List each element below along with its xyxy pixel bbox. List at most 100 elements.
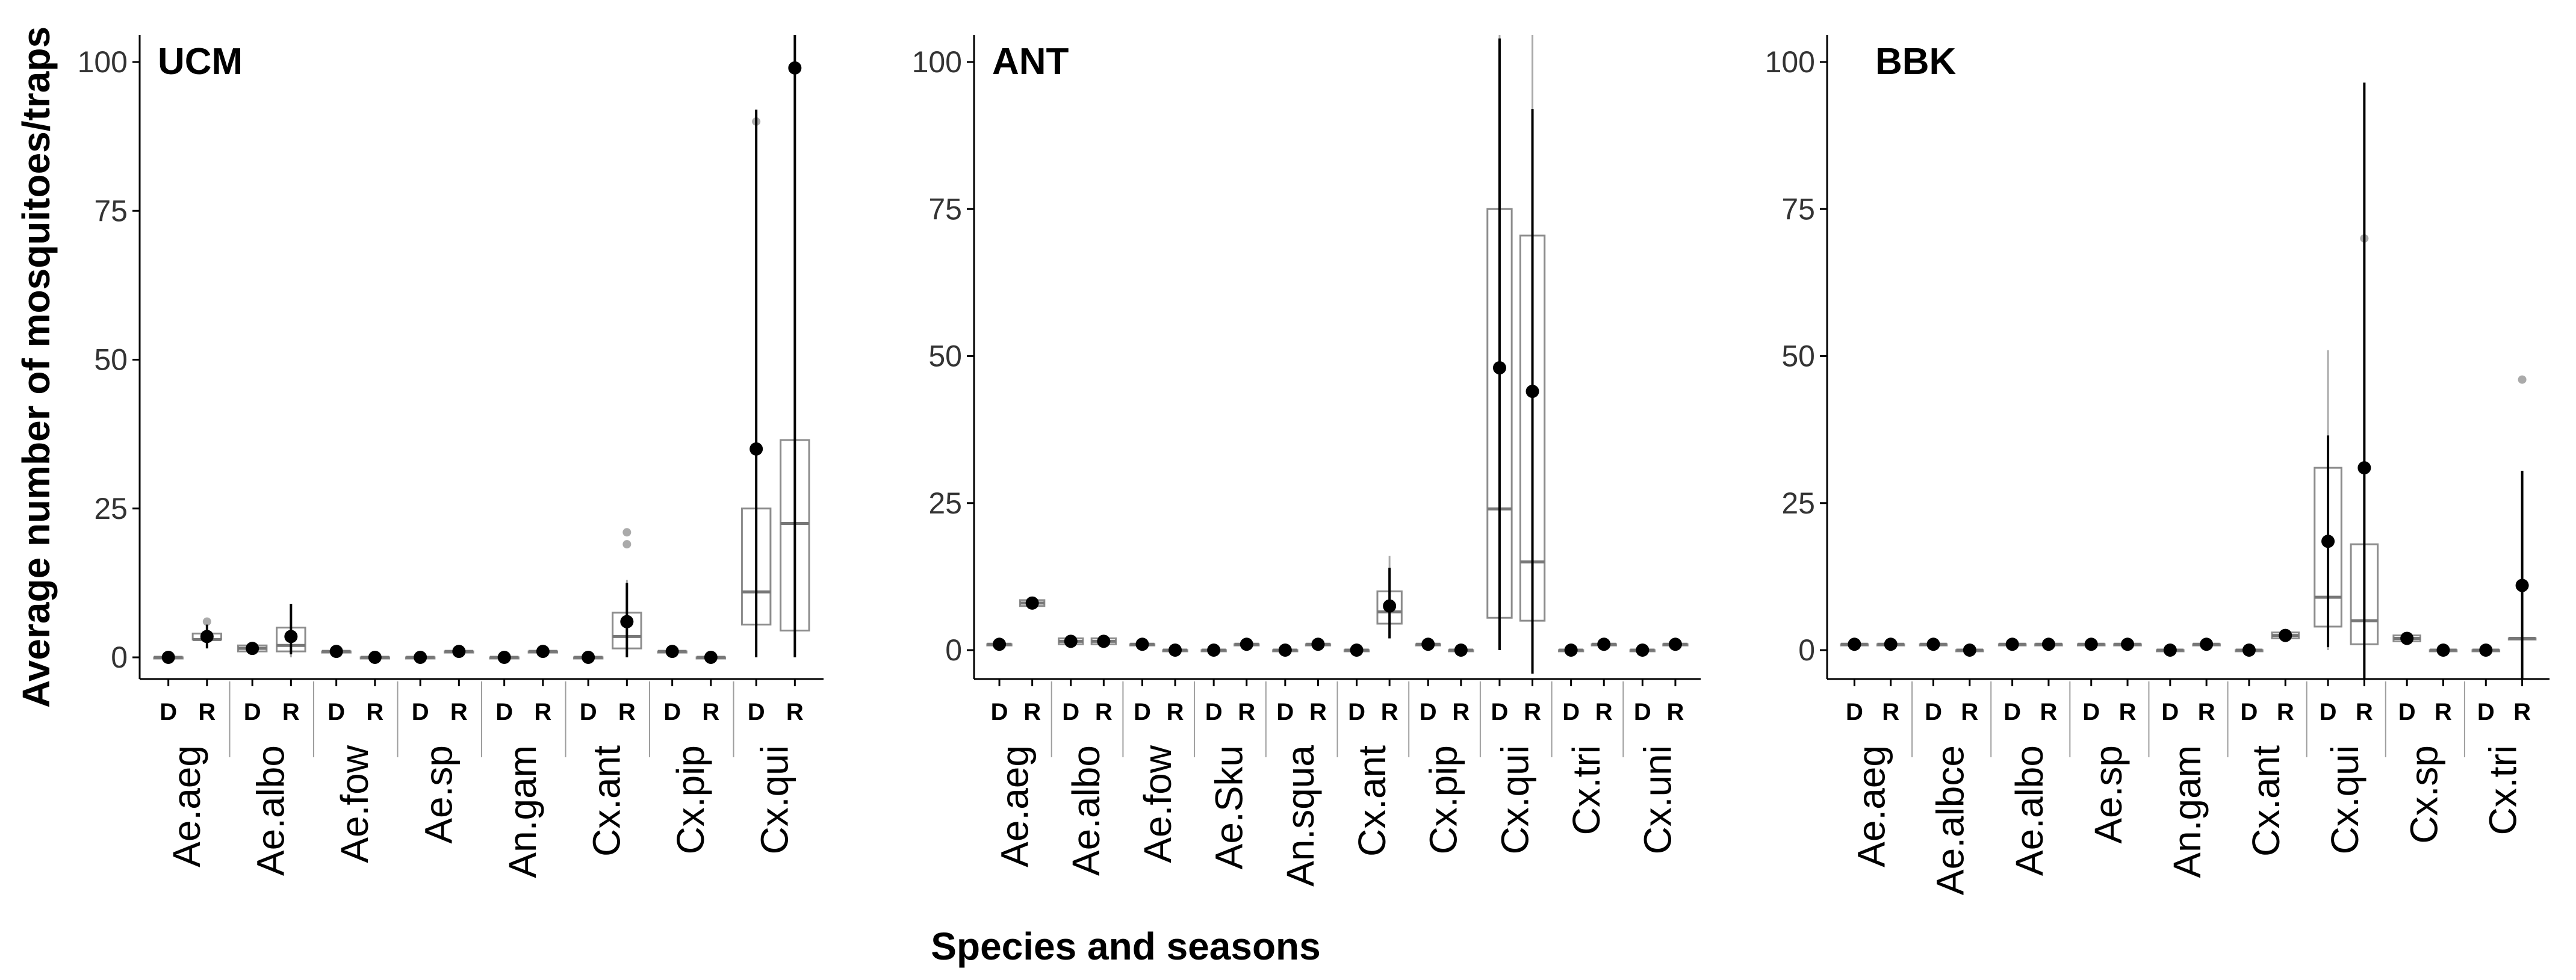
species-group: D R Ae.sp [397, 645, 474, 844]
outlier-point [2518, 375, 2527, 384]
mean-point [246, 642, 259, 656]
panel-title: ANT [992, 41, 1069, 82]
mean-point [704, 651, 718, 664]
species-group: D R An.gam [2148, 637, 2221, 878]
season-label: R [1381, 699, 1398, 725]
y-tick-label: 100 [78, 45, 128, 79]
season-label: R [2513, 699, 2531, 725]
season-label: D [2082, 699, 2100, 725]
y-tick-label: 25 [1781, 486, 1815, 520]
mean-point [2121, 637, 2135, 651]
species-label: Ae.Sku [1207, 745, 1250, 869]
mean-point [1025, 596, 1039, 610]
mean-point [2400, 631, 2414, 645]
season-label: D [1062, 699, 1079, 725]
season-label: D [1491, 699, 1509, 725]
mean-point [1848, 637, 1861, 651]
y-tick-label: 0 [1798, 633, 1815, 667]
species-label: Cx.qui [2323, 745, 2367, 854]
mean-point [2279, 628, 2292, 642]
species-group: D R An.squa [1265, 637, 1332, 887]
season-label: R [1023, 699, 1041, 725]
species-label: Ae.fow [1136, 745, 1179, 863]
species-group: D R Cx.qui [1479, 35, 1546, 854]
season-label: D [1348, 699, 1365, 725]
species-group: D R Cx.ant [565, 528, 642, 857]
y-tick-label: 75 [1781, 192, 1815, 226]
season-label: D [1420, 699, 1437, 725]
mean-point [788, 61, 802, 75]
season-label: D [663, 699, 681, 725]
mean-point [665, 645, 679, 659]
season-label: D [1276, 699, 1294, 725]
y-tick-label: 0 [111, 640, 128, 674]
species-label: Cx.uni [1636, 745, 1680, 854]
species-label: Cx.pip [1422, 745, 1465, 854]
season-label: R [1167, 699, 1184, 725]
mean-point [1668, 637, 1682, 651]
species-group: D R Ae.aeg [153, 617, 223, 867]
species-group: D R Cx.pip [1408, 637, 1474, 854]
mean-point [750, 442, 763, 456]
season-label: D [1634, 699, 1651, 725]
species-label: Cx.sp [2402, 745, 2445, 844]
y-tick-label: 50 [928, 340, 962, 373]
species-group: D R Cx.ant [1336, 556, 1403, 857]
mean-point [1564, 644, 1578, 657]
season-label: D [327, 699, 345, 725]
mean-point [2436, 644, 2450, 657]
mean-point [2479, 644, 2493, 657]
season-label: R [2119, 699, 2137, 725]
mean-point [1963, 644, 1976, 657]
season-label: R [2040, 699, 2057, 725]
season-label: R [198, 699, 216, 725]
season-label: R [1882, 699, 1899, 725]
season-label: D [991, 699, 1008, 725]
species-group: D R Cx.ant [2227, 628, 2300, 857]
outlier-point [622, 540, 632, 549]
mean-point [452, 645, 466, 659]
species-group: D R Cx.pip [649, 645, 727, 854]
mean-point [1097, 634, 1111, 648]
mean-point [993, 637, 1007, 651]
season-label: R [618, 699, 636, 725]
species-group: D R Cx.tri [2463, 375, 2537, 835]
species-group: D R Ae.Sku [1194, 637, 1260, 869]
season-label: R [1961, 699, 1978, 725]
season-label: R [786, 699, 804, 725]
season-label: D [1134, 699, 1151, 725]
y-axis-title: Average number of mosquitoes/traps [14, 26, 58, 708]
species-label: Cx.tri [2481, 745, 2524, 835]
season-label: R [702, 699, 719, 725]
species-label: Ae.albo [249, 745, 292, 876]
mean-point [329, 645, 343, 659]
species-group: D R An.gam [481, 645, 559, 878]
season-label: R [1238, 699, 1255, 725]
mean-point [1169, 644, 1182, 657]
mean-point [2321, 535, 2335, 548]
species-label: Cx.pip [669, 745, 712, 854]
species-label: Cx.tri [1565, 745, 1608, 835]
mean-point [2515, 578, 2529, 592]
species-label: Ae.sp [417, 745, 460, 844]
mean-point [2041, 637, 2055, 651]
season-label: D [244, 699, 261, 725]
mean-point [1525, 385, 1539, 399]
species-label: Ae.sp [2087, 745, 2130, 844]
mean-point [284, 630, 298, 644]
mean-point [536, 645, 550, 659]
species-label: Ae.albce [1929, 745, 1972, 895]
species-label: An.gam [2165, 745, 2209, 878]
species-group: D R Cx.qui [2306, 82, 2379, 854]
season-label: D [748, 699, 765, 725]
season-label: R [1524, 699, 1541, 725]
mean-point [1884, 637, 1898, 651]
species-group: D R Ae.albo [1051, 634, 1117, 876]
y-tick-label: 25 [928, 486, 962, 520]
mean-point [161, 651, 175, 664]
panel-title: BBK [1875, 41, 1957, 82]
